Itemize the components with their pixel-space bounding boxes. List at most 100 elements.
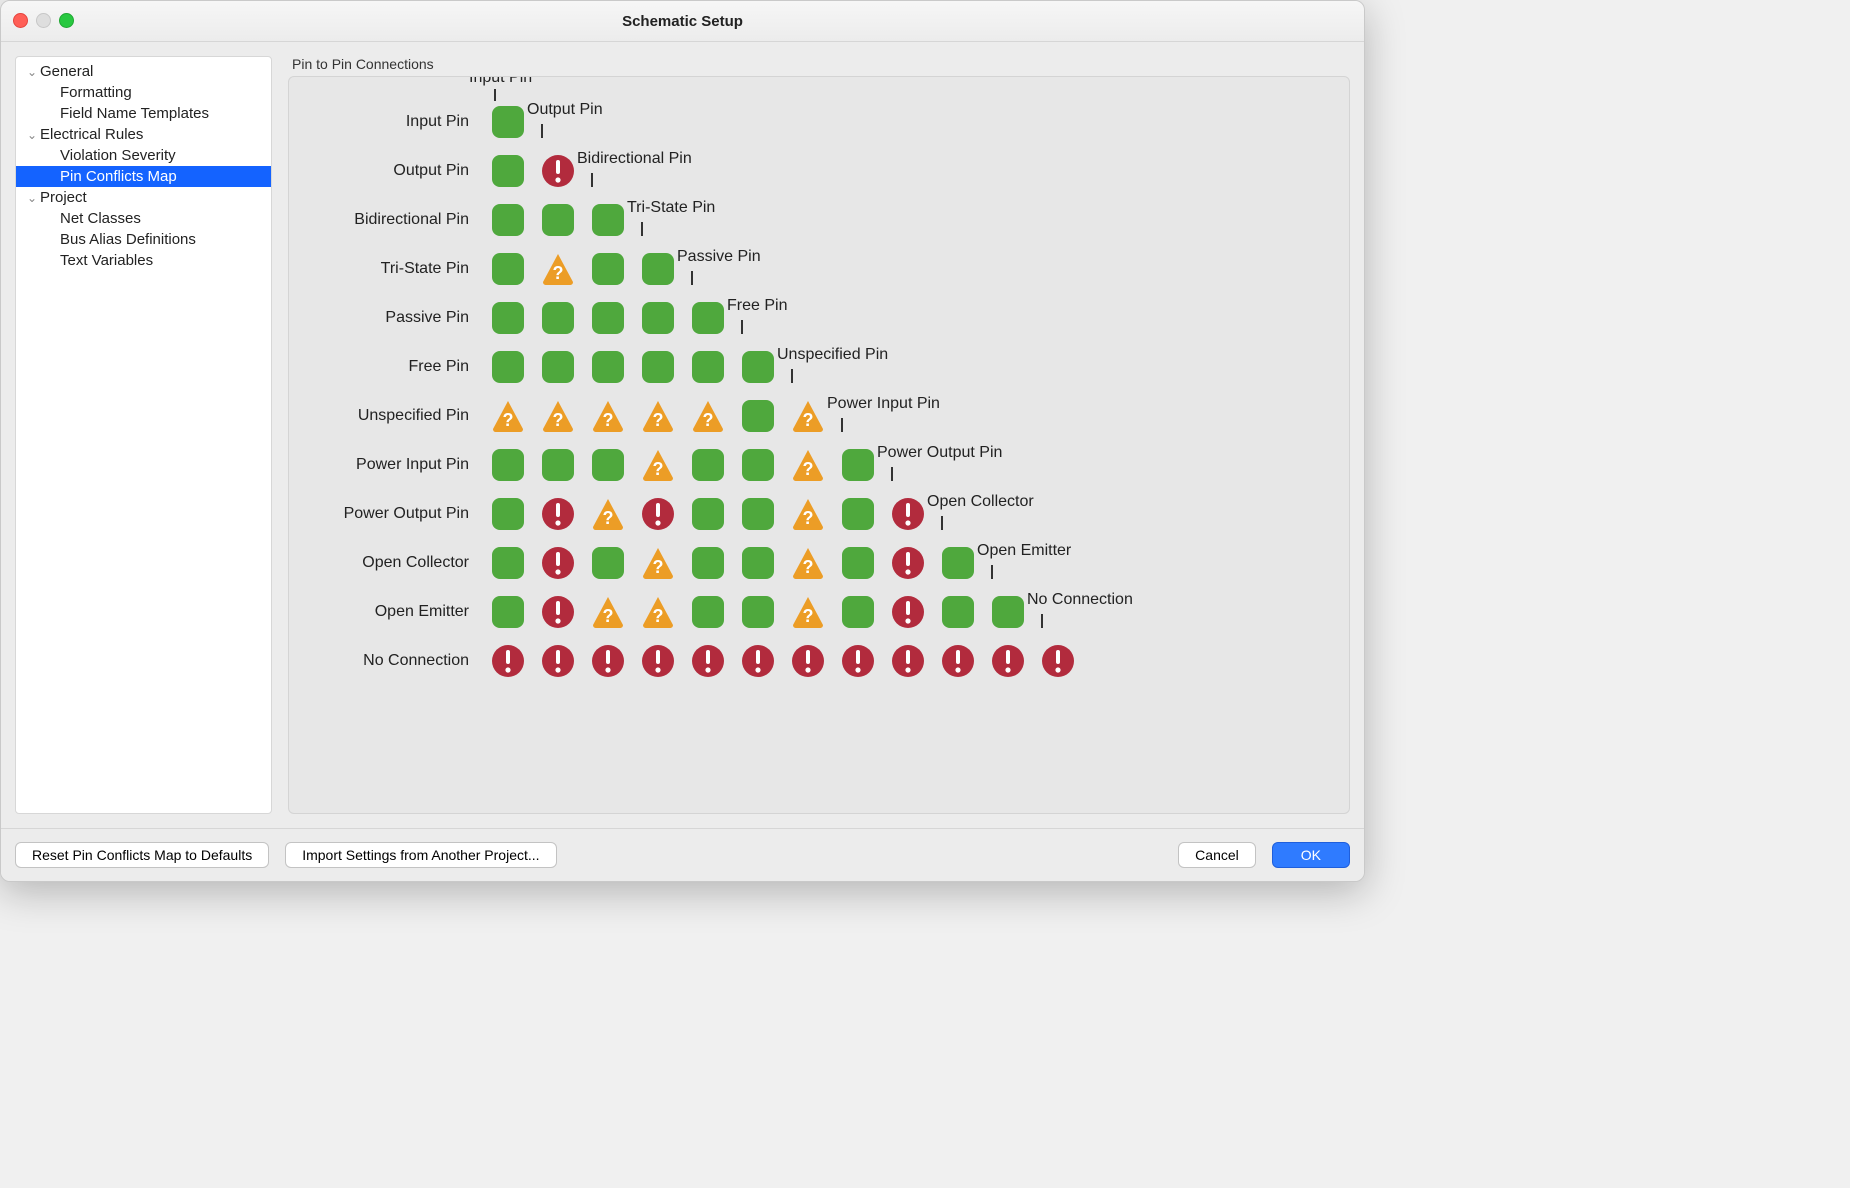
import-settings-button[interactable]: Import Settings from Another Project...	[285, 842, 556, 868]
conflict-cell[interactable]	[733, 636, 783, 685]
conflict-cell[interactable]: ?	[633, 391, 683, 440]
conflict-cell[interactable]	[483, 636, 533, 685]
conflict-cell[interactable]	[683, 538, 733, 587]
conflict-cell[interactable]	[683, 440, 733, 489]
conflict-cell[interactable]	[683, 342, 733, 391]
conflict-cell[interactable]	[733, 440, 783, 489]
conflict-cell[interactable]: ?	[583, 587, 633, 636]
conflict-cell[interactable]	[533, 489, 583, 538]
conflict-cell[interactable]	[933, 636, 983, 685]
conflict-cell[interactable]	[733, 342, 783, 391]
conflict-cell[interactable]: ?	[533, 391, 583, 440]
conflict-cell[interactable]: ?	[783, 538, 833, 587]
conflict-cell[interactable]	[483, 489, 533, 538]
cancel-button[interactable]: Cancel	[1178, 842, 1256, 868]
conflict-cell[interactable]	[533, 146, 583, 195]
conflict-cell[interactable]	[483, 587, 533, 636]
conflict-cell[interactable]	[583, 538, 633, 587]
conflict-cell[interactable]	[883, 489, 933, 538]
conflict-cell[interactable]	[833, 538, 883, 587]
conflict-cell[interactable]: ?	[783, 587, 833, 636]
conflict-cell[interactable]	[883, 538, 933, 587]
tree-item[interactable]: Bus Alias Definitions	[16, 229, 271, 250]
conflict-cell[interactable]	[483, 342, 533, 391]
conflict-cell[interactable]	[483, 195, 533, 244]
conflict-cell[interactable]: ?	[683, 391, 733, 440]
row-label: Open Collector	[289, 554, 483, 572]
conflict-cell[interactable]	[883, 587, 933, 636]
conflict-cell[interactable]	[683, 489, 733, 538]
tree-item[interactable]: Formatting	[16, 82, 271, 103]
conflict-cell[interactable]: ?	[633, 587, 683, 636]
conflict-cell[interactable]	[633, 244, 683, 293]
conflict-cell[interactable]	[483, 244, 533, 293]
conflict-cell[interactable]	[583, 195, 633, 244]
ok-button[interactable]: OK	[1272, 842, 1350, 868]
conflict-cell[interactable]: ?	[783, 489, 833, 538]
conflict-cell[interactable]	[1033, 636, 1083, 685]
conflict-cell[interactable]	[683, 636, 733, 685]
conflict-cell[interactable]: ?	[783, 391, 833, 440]
conflict-cell[interactable]	[533, 342, 583, 391]
conflict-cell[interactable]	[933, 538, 983, 587]
conflict-cell[interactable]	[533, 293, 583, 342]
conflict-cell[interactable]	[483, 97, 533, 146]
conflict-cell[interactable]: ?	[633, 538, 683, 587]
conflict-cell[interactable]	[833, 636, 883, 685]
reset-defaults-button[interactable]: Reset Pin Conflicts Map to Defaults	[15, 842, 269, 868]
conflict-cell[interactable]	[583, 440, 633, 489]
conflict-cell[interactable]	[533, 587, 583, 636]
zoom-window-button[interactable]	[59, 13, 74, 28]
conflict-cell[interactable]	[583, 636, 633, 685]
conflict-cell[interactable]	[833, 440, 883, 489]
conflict-cell[interactable]	[583, 293, 633, 342]
conflict-cell[interactable]: ?	[633, 440, 683, 489]
conflict-cell[interactable]	[583, 244, 633, 293]
tree-section-header[interactable]: ⌄Project	[16, 187, 271, 208]
svg-text:?: ?	[653, 459, 664, 479]
tree-item[interactable]: Net Classes	[16, 208, 271, 229]
conflict-cell[interactable]	[983, 636, 1033, 685]
error-icon	[641, 644, 675, 678]
conflict-cell[interactable]	[483, 146, 533, 195]
minimize-window-button[interactable]	[36, 13, 51, 28]
tree-section-header[interactable]: ⌄General	[16, 61, 271, 82]
conflict-cell[interactable]	[483, 538, 533, 587]
conflict-cell[interactable]	[483, 440, 533, 489]
conflict-cell[interactable]	[683, 293, 733, 342]
warning-icon: ?	[791, 497, 825, 531]
close-window-button[interactable]	[13, 13, 28, 28]
tree-item[interactable]: Field Name Templates	[16, 103, 271, 124]
conflict-cell[interactable]	[633, 489, 683, 538]
tree-item[interactable]: Violation Severity	[16, 145, 271, 166]
conflict-cell[interactable]	[583, 342, 633, 391]
conflict-cell[interactable]	[883, 636, 933, 685]
tree-section-header[interactable]: ⌄Electrical Rules	[16, 124, 271, 145]
conflict-cell[interactable]	[533, 636, 583, 685]
conflict-cell[interactable]	[733, 587, 783, 636]
conflict-cell[interactable]	[633, 342, 683, 391]
conflict-cell[interactable]	[733, 489, 783, 538]
conflict-cell[interactable]	[533, 538, 583, 587]
conflict-cell[interactable]	[783, 636, 833, 685]
conflict-cell[interactable]	[633, 636, 683, 685]
conflict-cell[interactable]: ?	[533, 244, 583, 293]
conflict-cell[interactable]: ?	[783, 440, 833, 489]
conflict-cell[interactable]	[933, 587, 983, 636]
conflict-cell[interactable]: ?	[583, 391, 633, 440]
conflict-cell[interactable]	[833, 587, 883, 636]
tree-item[interactable]: Text Variables	[16, 250, 271, 271]
conflict-cell[interactable]	[983, 587, 1033, 636]
conflict-cell[interactable]	[533, 440, 583, 489]
conflict-cell[interactable]	[683, 587, 733, 636]
conflict-cell[interactable]	[633, 293, 683, 342]
conflict-cell[interactable]	[483, 293, 533, 342]
tree-item[interactable]: Pin Conflicts Map	[16, 166, 271, 187]
conflict-cell[interactable]	[733, 538, 783, 587]
conflict-cell[interactable]	[833, 489, 883, 538]
conflict-cell[interactable]	[733, 391, 783, 440]
conflict-cell[interactable]: ?	[583, 489, 633, 538]
conflict-cell[interactable]: ?	[483, 391, 533, 440]
column-tick	[541, 124, 543, 138]
conflict-cell[interactable]	[533, 195, 583, 244]
